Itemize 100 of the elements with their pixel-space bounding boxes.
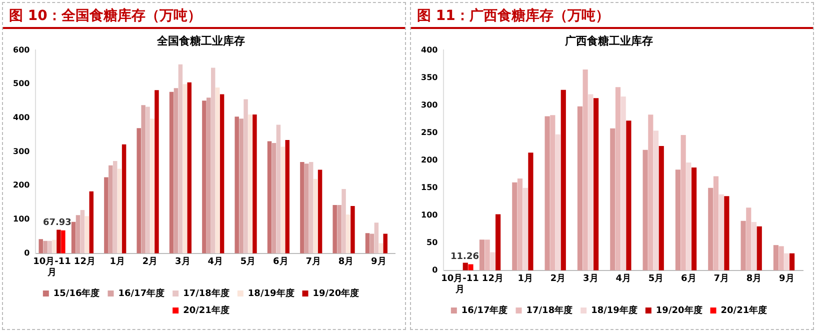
bar	[680, 134, 686, 270]
chart-title: 图 11：广西食糖库存（万吨）	[411, 3, 813, 29]
bar	[778, 246, 784, 270]
bar	[484, 240, 490, 270]
bar	[244, 99, 248, 254]
legend-label: 20/21年度	[183, 304, 230, 316]
bar	[724, 196, 730, 270]
bar	[61, 230, 66, 254]
x-tick-label: 9月	[371, 256, 386, 268]
bar	[544, 116, 550, 270]
y-tick-label: 200	[12, 180, 30, 190]
bar	[350, 206, 355, 254]
chart-subtitle: 全国食糖工业库存	[156, 34, 245, 48]
x-tick-label: 6月	[273, 256, 288, 268]
bar	[512, 182, 518, 270]
bar	[378, 243, 384, 254]
bar	[104, 177, 108, 254]
bar	[285, 140, 290, 254]
bar	[202, 100, 206, 254]
data-label: 11.26	[450, 252, 479, 262]
bar	[52, 240, 56, 254]
x-tick-label: 12月	[74, 256, 96, 268]
bar	[337, 204, 342, 254]
bar	[76, 215, 80, 254]
legend-label: 18/19年度	[248, 288, 294, 299]
bar	[528, 152, 534, 270]
bar	[38, 239, 43, 254]
y-tick-label: 100	[12, 214, 30, 224]
bar	[80, 210, 85, 254]
bar	[691, 167, 697, 270]
bar	[276, 124, 281, 254]
y-tick-label: 500	[12, 79, 30, 88]
bar	[154, 90, 159, 254]
y-tick-label: 250	[420, 128, 438, 137]
bar	[89, 191, 94, 254]
data-label: 67.93	[42, 218, 72, 228]
x-tick-label: 9月	[779, 273, 794, 284]
bar	[136, 128, 141, 254]
x-tick-label: 7月	[714, 273, 729, 284]
y-tick-label: 400	[12, 113, 30, 122]
bar	[588, 94, 594, 270]
legend-label: 16/17年度	[118, 288, 165, 299]
bar	[342, 189, 346, 254]
bar	[150, 118, 154, 254]
x-tick-label: 6月	[681, 273, 696, 284]
legend-label: 20/21年度	[720, 304, 768, 316]
bar	[210, 68, 216, 254]
y-tick-label: 0	[24, 248, 30, 258]
bar	[708, 188, 714, 270]
bar	[113, 160, 118, 254]
bar	[468, 264, 474, 270]
bar	[773, 245, 778, 270]
bar	[267, 141, 272, 254]
bar	[620, 96, 626, 270]
bar	[582, 69, 588, 270]
bar	[239, 118, 244, 254]
bar	[653, 130, 659, 270]
x-tick-label: 3月	[175, 256, 190, 268]
bar	[178, 64, 183, 254]
bar	[248, 114, 252, 254]
bar	[746, 208, 752, 270]
y-tick-label: 100	[420, 210, 438, 220]
bar	[146, 106, 150, 254]
chart-subtitle: 广西食糖工业库存	[564, 34, 653, 48]
bar	[332, 204, 337, 254]
bar	[234, 116, 239, 254]
legend-label: 17/18年度	[183, 288, 230, 299]
chart-title: 图 10：全国食糖库存（万吨）	[3, 3, 405, 29]
bar	[648, 114, 654, 270]
bar	[517, 178, 523, 270]
bar	[304, 164, 309, 254]
bar	[496, 214, 501, 270]
bar	[642, 150, 648, 270]
bar	[346, 214, 350, 254]
bar	[313, 178, 318, 254]
bar	[117, 168, 122, 254]
bar	[108, 165, 113, 254]
bar	[789, 253, 795, 270]
bar	[658, 146, 664, 270]
legend-label: 19/20年度	[656, 304, 702, 316]
bar	[318, 170, 322, 254]
x-tick-label: 1月	[110, 256, 125, 268]
bar	[374, 222, 379, 254]
bar	[43, 240, 48, 254]
x-tick-label: 2月	[550, 273, 566, 284]
bar	[220, 94, 224, 254]
bar	[610, 128, 616, 270]
bar	[555, 134, 561, 270]
x-tick-label: 5月	[240, 256, 256, 268]
bar	[462, 262, 468, 270]
bar	[174, 88, 178, 254]
bar	[784, 253, 790, 270]
x-tick-label: 3月	[583, 273, 598, 284]
bar	[182, 84, 188, 254]
bar	[751, 222, 757, 270]
bar	[122, 144, 126, 254]
bar	[206, 98, 211, 254]
bar	[718, 194, 724, 270]
x-tick-label: 8月	[338, 256, 354, 268]
legend-label: 15/16年度	[53, 288, 100, 299]
